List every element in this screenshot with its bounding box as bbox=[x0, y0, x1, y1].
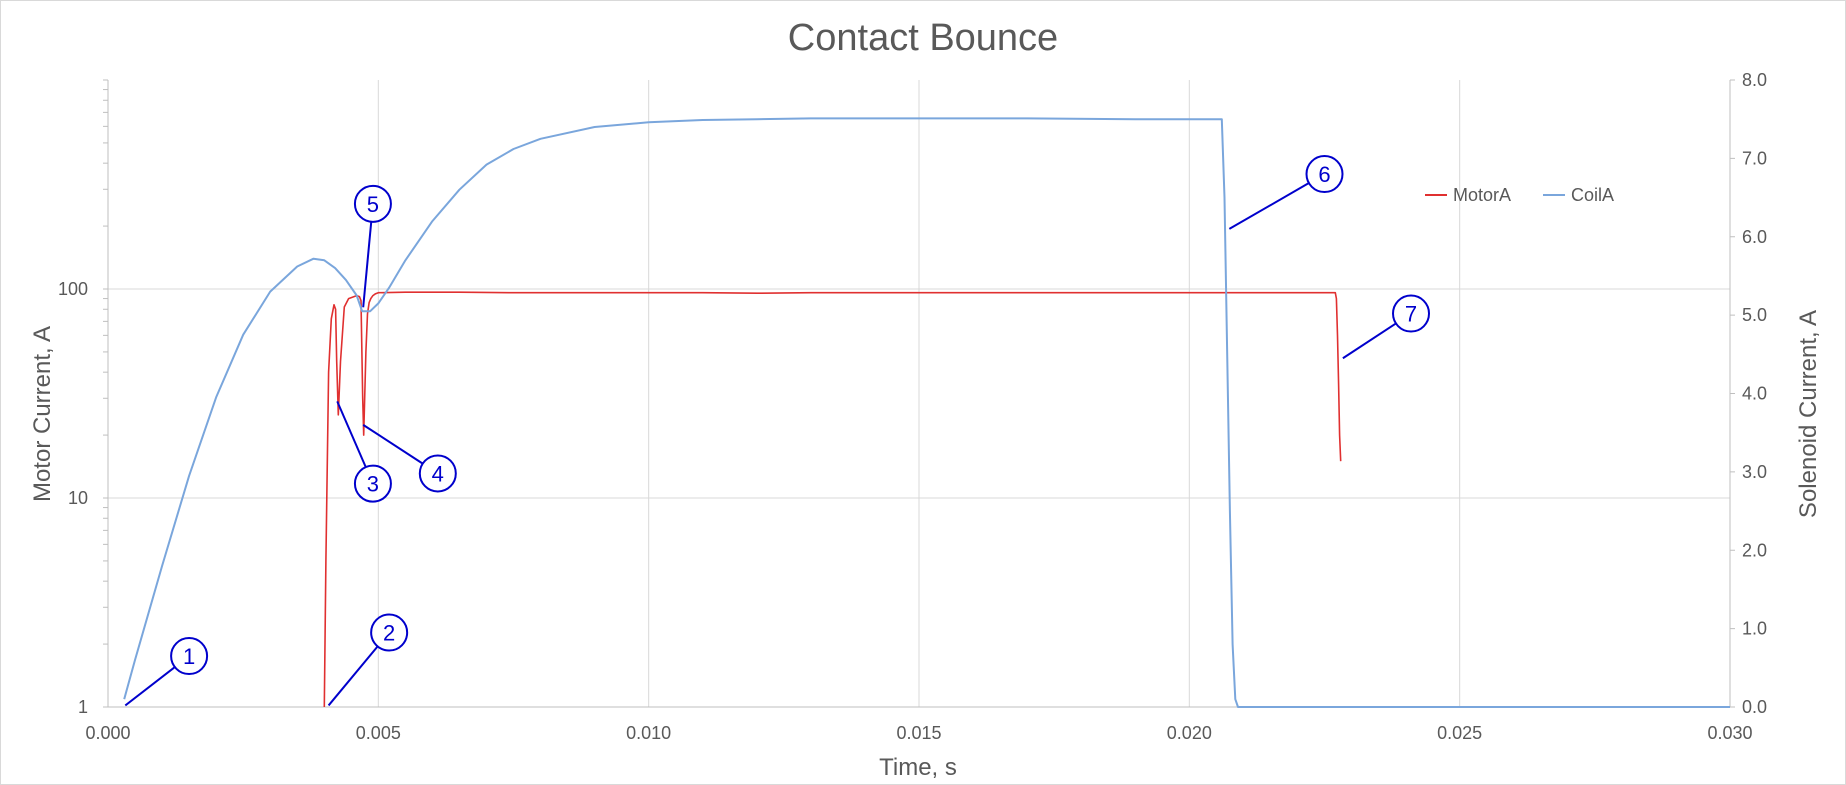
x-tick-label: 0.010 bbox=[626, 723, 671, 743]
series-line-motora bbox=[323, 291, 1342, 708]
x-tick-label: 0.030 bbox=[1707, 723, 1752, 743]
series-line-coila bbox=[123, 117, 1730, 708]
y-tick-label: 10 bbox=[68, 488, 88, 508]
y-tick-label: 100 bbox=[58, 279, 88, 299]
callout-circle-4 bbox=[418, 454, 457, 493]
y2-tick-label: 4.0 bbox=[1742, 384, 1767, 404]
callout-circle-2 bbox=[370, 613, 409, 652]
x-tick-label: 0.015 bbox=[896, 723, 941, 743]
callout-label-5: 5 bbox=[367, 192, 379, 217]
y2-tick-label: 5.0 bbox=[1742, 305, 1767, 325]
callout-circle-1 bbox=[170, 637, 209, 676]
annotations: 1 2 3 4 5 6 7 bbox=[124, 155, 1431, 707]
y2-tick-label: 1.0 bbox=[1742, 619, 1767, 639]
y2-tick-label: 0.0 bbox=[1742, 697, 1767, 717]
callout-leader-7 bbox=[1342, 322, 1397, 360]
callout-leader-6 bbox=[1228, 182, 1310, 230]
callout-label-4: 4 bbox=[432, 461, 444, 486]
y2-tick-label: 7.0 bbox=[1742, 148, 1767, 168]
legend-label-motora: MotorA bbox=[1453, 185, 1511, 205]
callout-label-3: 3 bbox=[367, 472, 379, 497]
callout-leader-5 bbox=[362, 221, 373, 308]
x-tick-label: 0.000 bbox=[85, 723, 130, 743]
callout-leader-1 bbox=[124, 666, 176, 707]
callout-circle-6 bbox=[1305, 155, 1344, 194]
callout-circle-7 bbox=[1392, 294, 1431, 333]
callout-circle-3 bbox=[353, 464, 392, 503]
x-tick-label: 0.025 bbox=[1437, 723, 1482, 743]
y2-axis-title: Solenoid Current, A bbox=[1795, 310, 1822, 518]
callout-label-6: 6 bbox=[1318, 162, 1330, 187]
series-lines bbox=[123, 117, 1730, 708]
callout-label-1: 1 bbox=[183, 644, 195, 669]
y2-tick-label: 6.0 bbox=[1742, 227, 1767, 247]
x-tick-label: 0.020 bbox=[1167, 723, 1212, 743]
chart-title: Contact Bounce bbox=[788, 17, 1058, 59]
x-tick-label: 0.005 bbox=[356, 723, 401, 743]
y2-tick-label: 8.0 bbox=[1742, 70, 1767, 90]
x-axis-title: Time, s bbox=[879, 754, 957, 781]
y2-tick-label: 2.0 bbox=[1742, 540, 1767, 560]
gridlines bbox=[108, 80, 1730, 707]
y2-tick-label: 3.0 bbox=[1742, 462, 1767, 482]
callout-leader-4 bbox=[362, 424, 424, 465]
callout-leader-3 bbox=[336, 400, 367, 468]
callout-label-2: 2 bbox=[383, 621, 395, 646]
callout-label-7: 7 bbox=[1405, 302, 1417, 327]
legend: MotorA CoilA bbox=[1425, 185, 1614, 205]
y-tick-label: 1 bbox=[78, 697, 88, 717]
y-axis-title: Motor Current, A bbox=[29, 326, 56, 502]
callout-circle-5 bbox=[353, 184, 392, 223]
legend-label-coila: CoilA bbox=[1571, 185, 1614, 205]
callout-leader-2 bbox=[327, 645, 379, 707]
